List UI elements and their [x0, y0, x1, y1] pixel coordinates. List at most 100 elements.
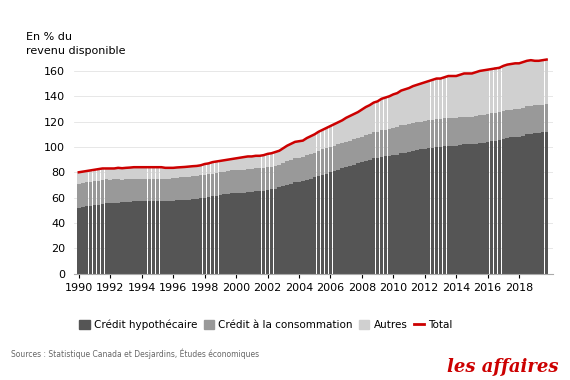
- Bar: [93, 205, 96, 274]
- Bar: [450, 146, 454, 274]
- Bar: [164, 179, 167, 201]
- Bar: [282, 148, 285, 163]
- Bar: [506, 138, 509, 274]
- Bar: [392, 94, 395, 128]
- Bar: [372, 103, 376, 132]
- Bar: [454, 118, 458, 146]
- Bar: [525, 134, 529, 274]
- Bar: [172, 168, 175, 178]
- Bar: [411, 151, 415, 274]
- Bar: [376, 158, 380, 274]
- Bar: [132, 167, 136, 179]
- Bar: [332, 146, 336, 171]
- Bar: [172, 201, 175, 274]
- Bar: [218, 195, 222, 274]
- Bar: [348, 141, 352, 166]
- Bar: [112, 168, 116, 179]
- Bar: [454, 76, 458, 118]
- Bar: [203, 198, 206, 274]
- Bar: [250, 169, 254, 192]
- Bar: [168, 168, 171, 179]
- Bar: [498, 112, 501, 140]
- Bar: [325, 174, 328, 274]
- Bar: [384, 130, 387, 157]
- Bar: [195, 166, 198, 176]
- Bar: [490, 113, 494, 141]
- Bar: [439, 119, 442, 147]
- Bar: [85, 206, 88, 274]
- Bar: [211, 174, 214, 196]
- Bar: [454, 146, 458, 274]
- Bar: [183, 167, 187, 177]
- Bar: [494, 67, 497, 113]
- Bar: [238, 193, 242, 274]
- Bar: [100, 180, 104, 204]
- Bar: [104, 203, 108, 274]
- Bar: [521, 62, 525, 108]
- Bar: [246, 192, 250, 274]
- Bar: [207, 174, 210, 197]
- Bar: [214, 196, 218, 274]
- Bar: [85, 182, 88, 206]
- Bar: [313, 153, 316, 177]
- Bar: [431, 147, 434, 274]
- Bar: [222, 160, 226, 172]
- Bar: [384, 98, 387, 130]
- Bar: [226, 194, 230, 274]
- Bar: [81, 207, 84, 274]
- Bar: [344, 167, 348, 274]
- Bar: [466, 144, 470, 274]
- Bar: [541, 105, 544, 132]
- Bar: [301, 157, 305, 181]
- Bar: [533, 133, 536, 274]
- Bar: [450, 76, 454, 118]
- Bar: [148, 179, 152, 201]
- Bar: [376, 132, 380, 158]
- Bar: [486, 114, 490, 142]
- Bar: [380, 99, 383, 130]
- Bar: [172, 178, 175, 201]
- Bar: [93, 181, 96, 205]
- Bar: [446, 118, 450, 146]
- Bar: [431, 80, 434, 120]
- Bar: [100, 204, 104, 274]
- Bar: [510, 64, 513, 109]
- Bar: [262, 191, 266, 274]
- Bar: [368, 134, 372, 160]
- Bar: [376, 101, 380, 132]
- Bar: [140, 167, 144, 179]
- Bar: [152, 179, 155, 201]
- Bar: [234, 170, 238, 193]
- Bar: [506, 110, 509, 138]
- Bar: [317, 151, 320, 176]
- Bar: [404, 125, 407, 153]
- Bar: [293, 158, 297, 182]
- Bar: [466, 117, 470, 144]
- Bar: [116, 179, 120, 203]
- Bar: [116, 203, 120, 274]
- Bar: [411, 123, 415, 151]
- Bar: [388, 96, 391, 129]
- Bar: [234, 158, 238, 170]
- Bar: [510, 138, 513, 274]
- Bar: [506, 65, 509, 110]
- Bar: [442, 119, 446, 146]
- Bar: [156, 167, 159, 179]
- Bar: [222, 172, 226, 195]
- Bar: [423, 82, 426, 121]
- Bar: [230, 193, 234, 274]
- Bar: [498, 66, 501, 112]
- Bar: [400, 153, 403, 274]
- Bar: [246, 157, 250, 169]
- Bar: [97, 204, 100, 274]
- Bar: [250, 192, 254, 274]
- Bar: [510, 109, 513, 138]
- Bar: [207, 163, 210, 174]
- Bar: [278, 151, 281, 165]
- Bar: [297, 158, 301, 182]
- Bar: [435, 119, 438, 147]
- Bar: [400, 90, 403, 125]
- Legend: Crédit hypothécaire, Crédit à la consommation, Autres, Total: Crédit hypothécaire, Crédit à la consomm…: [79, 320, 453, 330]
- Bar: [502, 66, 505, 111]
- Bar: [77, 184, 80, 208]
